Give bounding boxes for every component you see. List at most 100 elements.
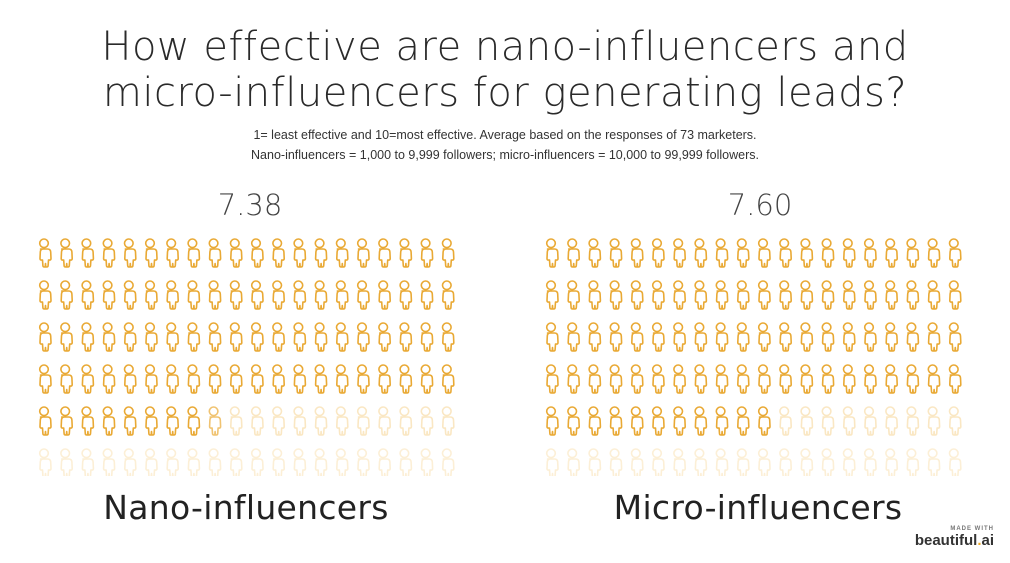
person-icon-filled [441,238,455,268]
person-icon-empty [545,448,559,476]
person-icon-filled [545,238,559,268]
person-icon-filled [441,364,455,394]
person-icon-filled [885,280,898,310]
person-icon-filled [144,238,158,268]
person-icon-filled [842,322,856,352]
person-icon-filled [821,280,835,310]
person-icon-empty [250,406,264,436]
person-icon-empty [166,448,179,476]
person-icon-filled [651,406,665,436]
person-icon-filled [588,280,602,310]
person-icon-filled [293,322,307,352]
subtitle-line-1: 1= least effective and 10=most effective… [253,128,757,142]
person-icon-empty [356,406,370,436]
nano-pictograph [38,238,455,476]
person-icon-filled [102,406,116,436]
person-icon-empty [736,448,750,476]
person-icon-filled [229,364,243,394]
person-icon-filled [81,406,95,436]
person-icon-filled [314,280,328,310]
person-icon-empty [800,406,814,436]
person-icon-empty [779,406,792,436]
person-icon-filled [272,364,285,394]
person-icon-empty [60,448,73,476]
person-icon-filled [378,364,391,394]
person-icon-filled [60,322,73,352]
person-icon-empty [314,406,328,436]
person-icon-empty [821,448,835,476]
person-icon-filled [948,280,962,310]
person-icon-filled [356,364,370,394]
person-icon-filled [842,364,856,394]
person-icon-filled [673,364,686,394]
person-icon-filled [885,238,898,268]
person-icon-filled [715,280,729,310]
person-icon-filled [885,322,898,352]
person-icon-filled [842,238,856,268]
person-icon-filled [272,280,285,310]
subtitle-line-2: Nano-influencers = 1,000 to 9,999 follow… [251,148,759,162]
person-icon-filled [293,238,307,268]
person-icon-empty [102,448,116,476]
micro-series-label: Micro-influencers [613,488,903,527]
person-icon-filled [208,322,222,352]
person-icon-filled [314,322,328,352]
chart-title: How effective are nano-influencers and m… [0,24,1010,116]
person-icon-filled [144,406,158,436]
person-icon-empty [187,448,201,476]
person-icon-filled [757,364,771,394]
person-icon-filled [630,238,644,268]
person-icon-filled [906,238,920,268]
person-icon-filled [123,280,137,310]
person-icon-filled [927,364,941,394]
person-icon-filled [715,364,729,394]
person-icon-filled [187,280,201,310]
person-icon-filled [821,238,835,268]
person-icon-filled [123,364,137,394]
person-icon-filled [673,406,686,436]
person-icon-filled [863,238,877,268]
person-icon-filled [60,364,73,394]
person-icon-empty [757,448,771,476]
person-icon-filled [378,238,391,268]
person-icon-filled [229,238,243,268]
person-icon-filled [651,364,665,394]
person-icon-filled [757,322,771,352]
person-icon-empty [399,406,413,436]
person-icon-empty [906,406,920,436]
person-icon-filled [906,322,920,352]
person-icon-filled [187,322,201,352]
person-icon-empty [314,448,328,476]
person-icon-filled [885,364,898,394]
person-icon-filled [399,322,413,352]
person-icon-filled [651,280,665,310]
person-icon-filled [863,364,877,394]
nano-value-label: 7.38 [217,188,283,222]
brand-made-with: MADE WITH [950,526,994,532]
person-icon-filled [378,322,391,352]
person-icon-filled [420,238,434,268]
brand-badge[interactable]: MADE WITH beautiful.ai [915,526,994,550]
person-icon-empty [609,448,623,476]
person-icon-empty [335,406,349,436]
person-icon-filled [673,280,686,310]
person-icon-filled [779,238,792,268]
person-icon-filled [81,322,95,352]
person-icon-empty [38,448,52,476]
person-icon-empty [272,406,285,436]
person-icon-filled [250,364,264,394]
person-icon-filled [800,280,814,310]
person-icon-empty [420,406,434,436]
person-icon-filled [250,238,264,268]
person-icon-filled [102,364,116,394]
person-icon-filled [630,322,644,352]
person-icon-filled [144,322,158,352]
person-icon-filled [863,322,877,352]
person-icon-filled [378,280,391,310]
person-icon-filled [272,238,285,268]
person-icon-filled [567,364,580,394]
brand-logo: beautiful.ai [914,532,994,549]
person-icon-filled [694,406,708,436]
person-icon-filled [757,238,771,268]
person-icon-filled [757,406,771,436]
